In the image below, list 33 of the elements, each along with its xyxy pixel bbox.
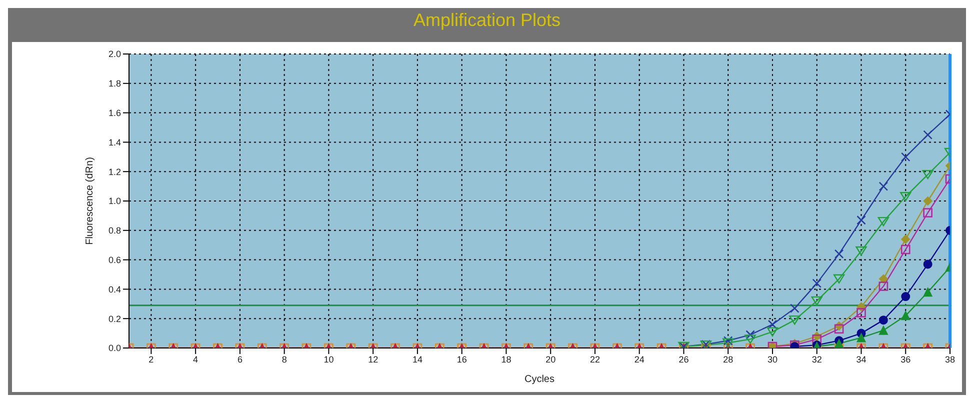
x-tick-label: 10 — [324, 354, 334, 364]
x-axis-title: Cycles — [524, 374, 555, 385]
x-tick-label: 12 — [368, 354, 378, 364]
x-tick-label: 8 — [282, 354, 287, 364]
y-tick-label: 1.2 — [108, 166, 121, 177]
x-tick-label: 16 — [456, 354, 467, 364]
y-tick-label: 2.0 — [108, 49, 121, 60]
y-tick-label: 1.4 — [108, 137, 121, 148]
x-tick-label: 18 — [501, 354, 512, 364]
y-tick-label: 0.8 — [108, 226, 121, 236]
y-tick-label: 0.0 — [108, 343, 121, 354]
x-tick-label: 28 — [723, 354, 734, 364]
x-tick-label: 20 — [546, 354, 556, 364]
x-tick-label: 38 — [944, 354, 956, 364]
x-tick-label: 34 — [856, 354, 866, 364]
x-tick-label: 30 — [767, 354, 778, 364]
x-tick-label: 26 — [678, 354, 689, 364]
x-tick-label: 36 — [900, 354, 911, 364]
y-tick-label: 0.4 — [108, 284, 121, 294]
y-axis-title: Fluorescence (dRn) — [84, 157, 96, 245]
y-tick-label: 0.6 — [108, 254, 121, 265]
x-tick-label: 6 — [237, 354, 242, 364]
x-tick-label: 14 — [412, 354, 422, 364]
chart-title: Amplification Plots — [412, 10, 562, 31]
x-tick-label: 32 — [812, 354, 822, 364]
x-tick-label: 2 — [148, 354, 154, 364]
x-tick-label: 4 — [193, 354, 198, 364]
y-tick-label: 0.2 — [108, 314, 121, 324]
y-tick-label: 1.8 — [108, 78, 121, 89]
y-tick-label: 1.0 — [108, 196, 121, 206]
x-tick-label: 24 — [634, 354, 644, 364]
x-tick-label: 22 — [590, 354, 600, 364]
y-tick-label: 1.6 — [108, 108, 121, 118]
